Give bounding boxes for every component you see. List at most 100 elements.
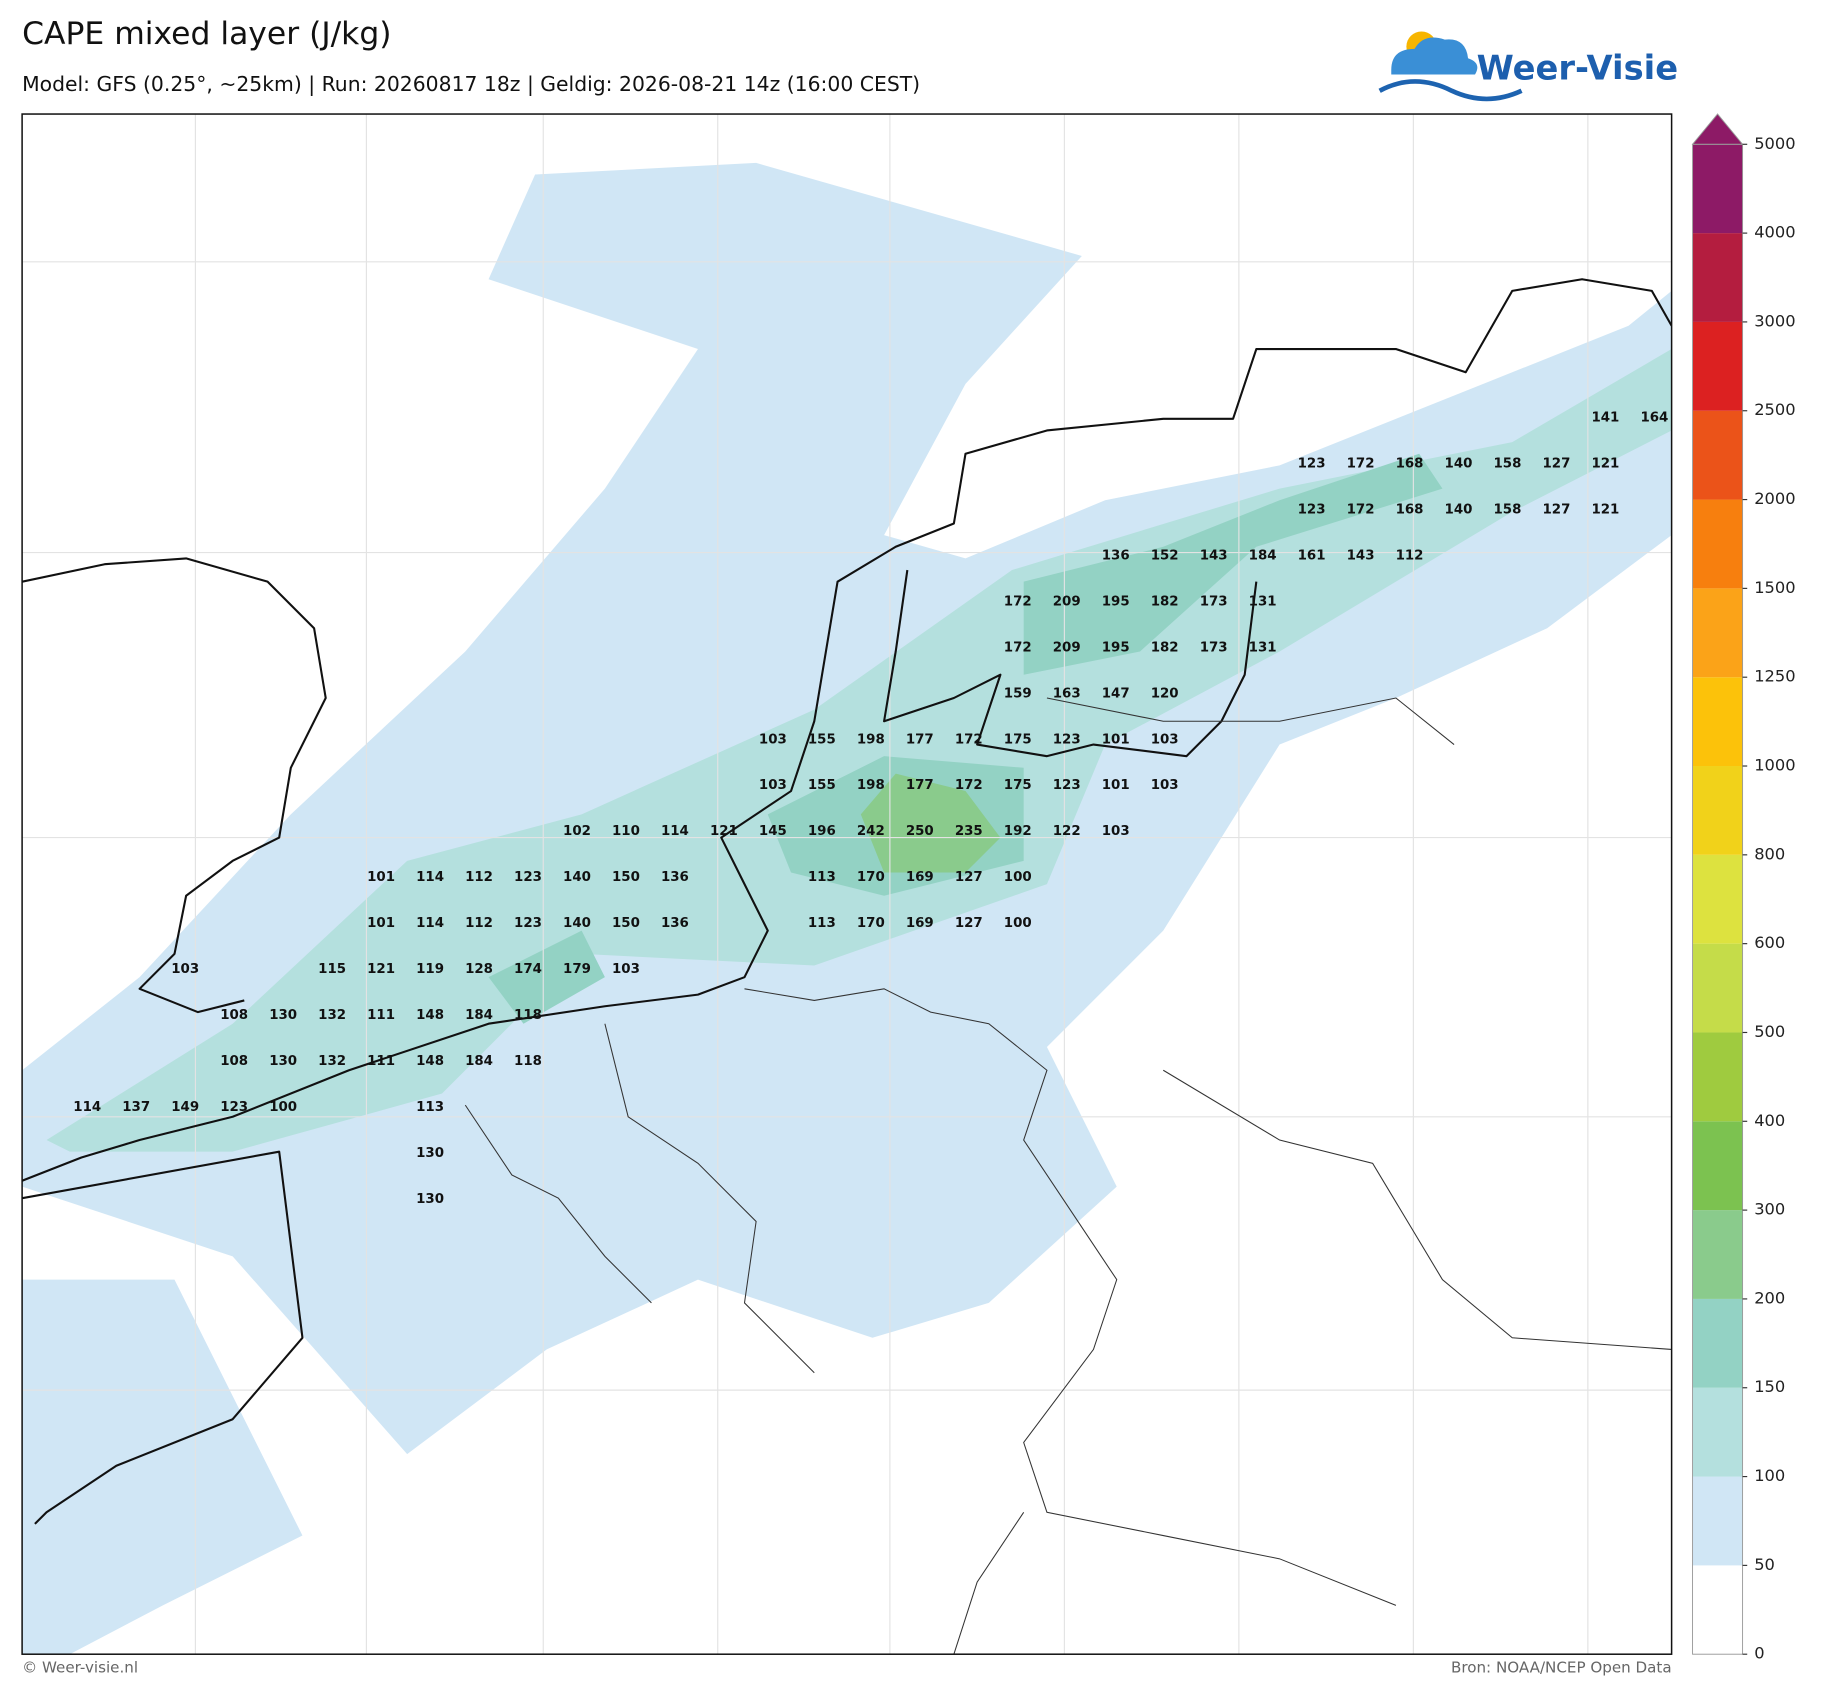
- cape-value: 112: [465, 916, 493, 931]
- cape-value: 184: [465, 1054, 493, 1069]
- colorbar-tick-label: 3000: [1754, 311, 1795, 330]
- cape-value: 148: [416, 1008, 444, 1023]
- colorbar-tick-label: 1250: [1754, 667, 1795, 686]
- cape-value: 163: [1053, 686, 1081, 701]
- cape-value: 140: [1445, 503, 1473, 518]
- colorbar-bin: [1692, 943, 1743, 1033]
- logo: Weer-Visie: [1378, 31, 1678, 102]
- cape-value: 172: [955, 732, 983, 747]
- cape-value: 101: [1102, 732, 1130, 747]
- cape-100: [46, 349, 1672, 1152]
- cape-value: 235: [955, 824, 983, 839]
- colorbar-bin: [1692, 1121, 1743, 1211]
- cape-value: 110: [612, 824, 640, 839]
- cape-value: 122: [1053, 824, 1081, 839]
- cape-value: 145: [759, 824, 787, 839]
- cape-value: 108: [220, 1054, 248, 1069]
- cape-value: 103: [759, 778, 787, 793]
- cape-value: 182: [1151, 594, 1179, 609]
- subtitle: Model: GFS (0.25°, ~25km) | Run: 2026081…: [22, 72, 920, 97]
- colorbar-tick-label: 400: [1754, 1111, 1785, 1130]
- cape-value: 132: [318, 1008, 346, 1023]
- cape-value: 123: [1298, 457, 1326, 472]
- cape-value: 100: [1004, 870, 1032, 885]
- cape-value: 111: [367, 1054, 395, 1069]
- cape-value: 131: [1249, 640, 1277, 655]
- colorbar-bin: [1692, 1387, 1743, 1477]
- cape-value: 148: [416, 1054, 444, 1069]
- colorbar-bin: [1692, 321, 1743, 411]
- cape-value: 114: [73, 1100, 101, 1115]
- colorbar-tick-label: 200: [1754, 1288, 1785, 1307]
- cape-value: 184: [1249, 549, 1277, 564]
- cape-value: 173: [1200, 640, 1228, 655]
- cape-value: 123: [514, 916, 542, 931]
- cape-value: 177: [906, 778, 934, 793]
- colorbar-tick-label: 4000: [1754, 223, 1795, 242]
- cape-value: 172: [955, 778, 983, 793]
- cape-value: 103: [612, 962, 640, 977]
- cape-value: 123: [1053, 778, 1081, 793]
- coastline: [22, 278, 1672, 1182]
- cape-value: 174: [514, 962, 542, 977]
- cape-value: 172: [1004, 594, 1032, 609]
- colorbar-frame: [1692, 143, 1744, 1655]
- cape-value: 184: [465, 1008, 493, 1023]
- cape-value: 103: [171, 962, 199, 977]
- cape-value: 113: [416, 1100, 444, 1115]
- colorbar-bin: [1692, 1210, 1743, 1299]
- cape-value: 121: [1591, 503, 1619, 518]
- cape-value: 127: [955, 916, 983, 931]
- cape-value: 198: [857, 778, 885, 793]
- cape-value: 108: [220, 1008, 248, 1023]
- cape-value: 155: [808, 778, 836, 793]
- colorbar-bin: [1692, 1298, 1743, 1388]
- cape-value: 101: [367, 870, 395, 885]
- cape-value: 114: [416, 916, 444, 931]
- logo-text: Weer-Visie: [1477, 48, 1678, 87]
- cape-value: 115: [318, 962, 346, 977]
- cape-value: 136: [661, 870, 689, 885]
- cape-value: 182: [1151, 640, 1179, 655]
- colorbar-bin: [1692, 588, 1743, 678]
- cape-value: 140: [563, 870, 591, 885]
- cape-value: 132: [318, 1054, 346, 1069]
- cape-value: 130: [269, 1054, 297, 1069]
- cape-value: 119: [416, 962, 444, 977]
- cape-value: 101: [367, 916, 395, 931]
- cape-value: 158: [1494, 503, 1522, 518]
- cape-value: 170: [857, 870, 885, 885]
- cape-value: 101: [1102, 778, 1130, 793]
- cape-value: 172: [1004, 640, 1032, 655]
- cape-value: 130: [269, 1008, 297, 1023]
- cape-value: 192: [1004, 824, 1032, 839]
- cape-value: 168: [1396, 503, 1424, 518]
- colorbar-tick-label: 800: [1754, 844, 1785, 863]
- cape-value: 123: [1298, 503, 1326, 518]
- cape-value: 123: [220, 1100, 248, 1115]
- cape-value: 147: [1102, 686, 1130, 701]
- cape-value: 209: [1053, 640, 1081, 655]
- cape-value: 121: [1591, 457, 1619, 472]
- cape-value: 130: [416, 1146, 444, 1161]
- cape-value: 137: [122, 1100, 150, 1115]
- cape-value: 155: [808, 732, 836, 747]
- colorbar-bin: [1692, 1565, 1743, 1655]
- country-border: [464, 697, 1672, 1655]
- colorbar-tick-label: 300: [1754, 1200, 1785, 1219]
- cape-value: 114: [661, 824, 689, 839]
- cape-value: 172: [1347, 457, 1375, 472]
- cape-value: 150: [612, 870, 640, 885]
- cape-value: 177: [906, 732, 934, 747]
- cape-value: 168: [1396, 457, 1424, 472]
- map: 141 164 123 172 168 140 158 127 121 123 172 168 140 1…: [22, 114, 1672, 1655]
- colorbar-bin: [1692, 499, 1743, 589]
- cape-value: 172: [1347, 503, 1375, 518]
- colorbar-tick-label: 150: [1754, 1377, 1785, 1396]
- cape-value: 130: [416, 1192, 444, 1207]
- cape-value: 179: [563, 962, 591, 977]
- cape-value: 118: [514, 1008, 542, 1023]
- colorbar-bin: [1692, 1032, 1743, 1122]
- cape-value: 103: [1151, 732, 1179, 747]
- cape-value: 169: [906, 870, 934, 885]
